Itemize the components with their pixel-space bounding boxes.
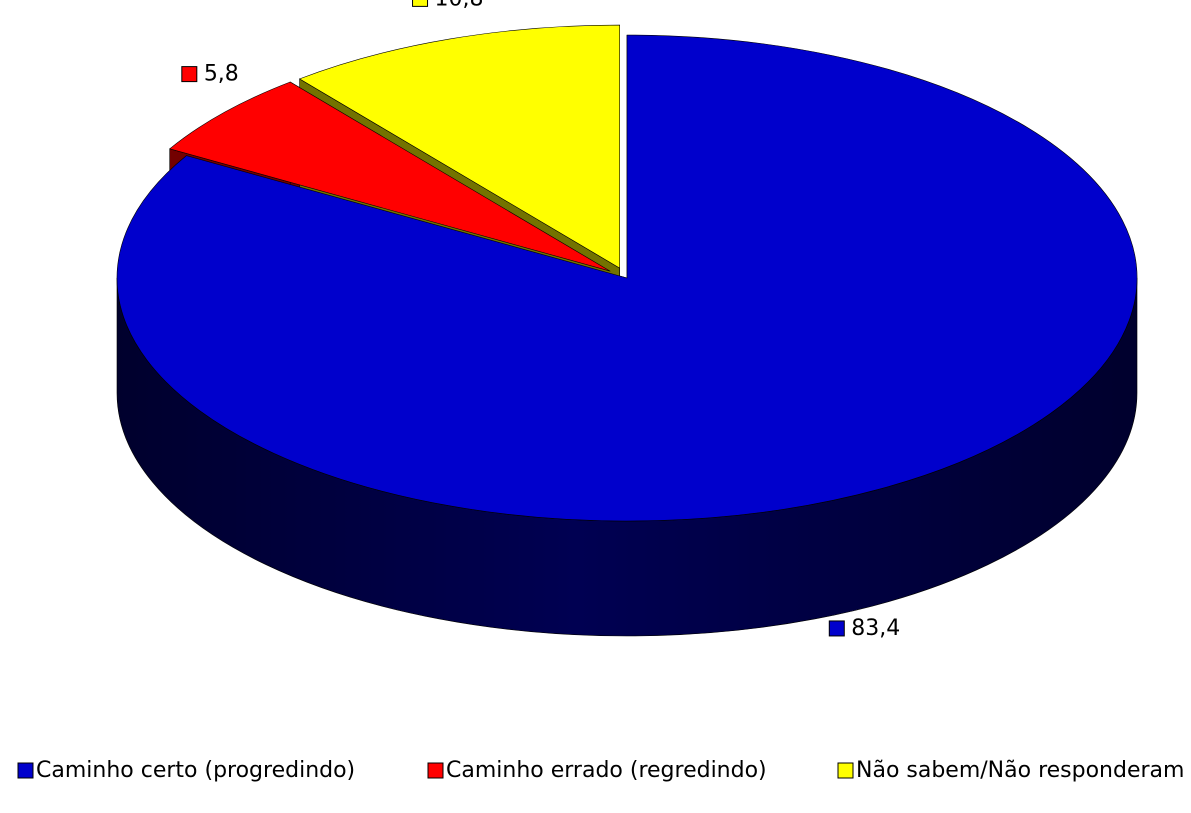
- pie-slice: [116, 34, 1138, 522]
- data-label: 5,8: [204, 62, 239, 87]
- legend-key: [427, 762, 444, 779]
- legend-label: Caminho certo (progredindo): [36, 758, 355, 783]
- legend-label: Caminho errado (regredindo): [446, 758, 767, 783]
- legend-key: [837, 762, 854, 779]
- label-key: [828, 620, 845, 637]
- label-key: [181, 66, 198, 83]
- label-key: [412, 0, 429, 7]
- pie-slice: [169, 81, 611, 272]
- data-label: 83,4: [851, 616, 900, 641]
- pie-slice: [298, 24, 620, 269]
- data-label: 10,8: [435, 0, 484, 11]
- legend-label: Não sabem/Não responderam: [856, 758, 1184, 783]
- legend-key: [17, 762, 34, 779]
